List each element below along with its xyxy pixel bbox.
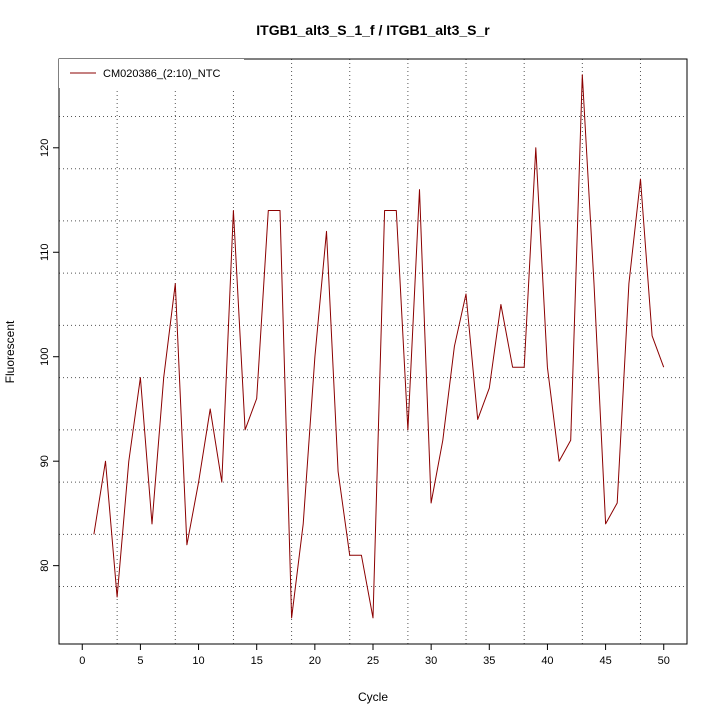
x-tick-label: 20 [309, 655, 321, 667]
chart-title: ITGB1_alt3_S_1_f / ITGB1_alt3_S_r [256, 22, 490, 38]
x-tick-label: 30 [425, 655, 437, 667]
x-axis: 0 5 10 15 20 25 30 35 40 45 50 [79, 644, 670, 667]
grid-layer [59, 59, 687, 644]
x-tick-label: 45 [599, 655, 611, 667]
y-tick-label: 110 [39, 243, 51, 261]
legend-label: CM020386_(2:10)_NTC [103, 68, 220, 80]
y-tick-label: 90 [39, 455, 51, 467]
x-tick-label: 5 [137, 655, 143, 667]
series-line [93, 74, 665, 619]
x-tick-label: 0 [79, 655, 85, 667]
series-layer [93, 74, 665, 619]
x-tick-label: 10 [192, 655, 204, 667]
y-axis: 80 90 100 110 120 [39, 139, 59, 572]
y-tick-label: 80 [39, 560, 51, 572]
y-tick-label: 120 [39, 139, 51, 157]
x-tick-label: 50 [658, 655, 670, 667]
legend: CM020386_(2:10)_NTC [59, 59, 244, 88]
x-tick-label: 40 [541, 655, 553, 667]
y-tick-label: 100 [39, 348, 51, 366]
x-tick-label: 25 [367, 655, 379, 667]
x-axis-title: Cycle [358, 690, 388, 704]
y-axis-title: Fluorescent [3, 320, 17, 383]
x-tick-label: 15 [251, 655, 263, 667]
plot-frame [58, 58, 688, 645]
x-tick-label: 35 [483, 655, 495, 667]
